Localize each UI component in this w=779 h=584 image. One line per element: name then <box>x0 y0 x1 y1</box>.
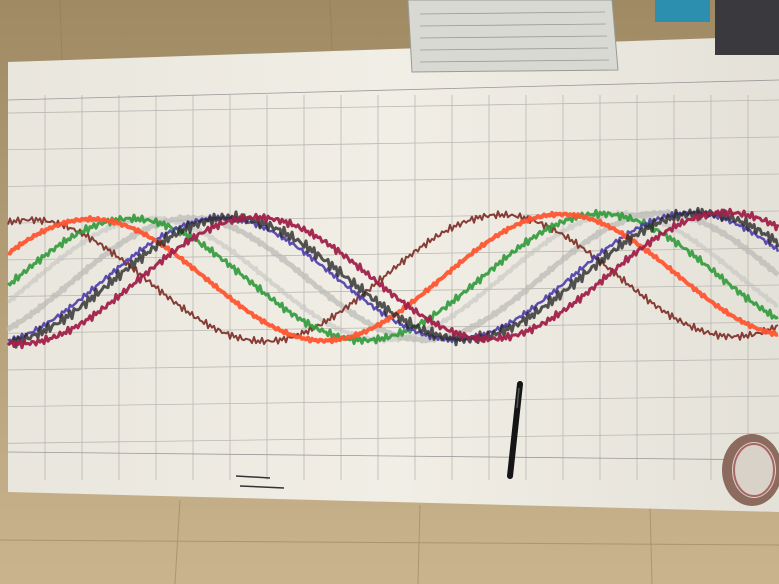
photo <box>0 0 779 584</box>
paper-strip <box>8 36 779 512</box>
page: (() => { const svg = document.getElement… <box>0 0 779 584</box>
dark-object <box>715 0 779 55</box>
blue-object <box>655 0 710 22</box>
